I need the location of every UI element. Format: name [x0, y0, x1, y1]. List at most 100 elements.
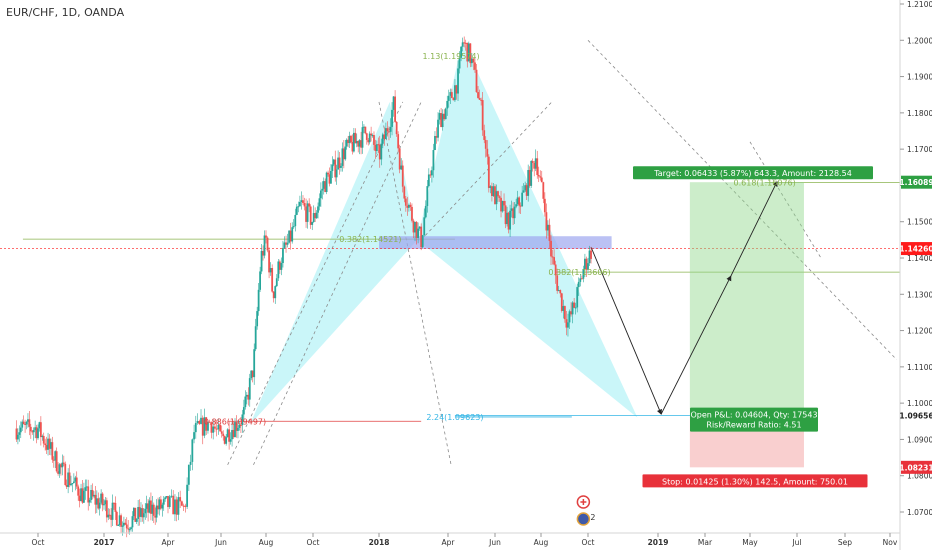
candle-body: [398, 148, 401, 170]
candle-body: [200, 417, 202, 424]
entry-price-tag[interactable]: 1.09656: [899, 409, 932, 423]
open-pl-box[interactable]: Open P&L: 0.04604, Qty: 17543Risk/Reward…: [690, 407, 818, 432]
candle-body: [110, 515, 113, 520]
candle-body: [455, 85, 458, 94]
candle-body: [432, 150, 435, 171]
candle-body: [443, 113, 446, 120]
candle-body: [454, 85, 456, 101]
candle-body: [324, 181, 327, 192]
candle-body: [391, 109, 393, 127]
price-tick-label: 1.21000: [907, 0, 932, 9]
candle-body: [54, 451, 57, 461]
price-axis[interactable]: 1.07000 1.08000 1.09000 1.10000 1.11000 1.120…: [899, 0, 932, 550]
candle-body: [518, 197, 521, 206]
candle-body: [97, 498, 100, 509]
candle-body: [248, 378, 251, 400]
candle-body: [461, 42, 464, 47]
candle-body: [498, 196, 501, 198]
candle-body: [115, 511, 118, 526]
candle-body: [232, 429, 235, 438]
alert-event-icon[interactable]: [576, 495, 591, 509]
candle-body: [29, 426, 32, 432]
candle-body: [557, 290, 560, 292]
candle-body: [62, 462, 65, 464]
target-price-tag[interactable]: 1.16089: [899, 175, 932, 189]
candle-body: [487, 156, 490, 188]
candle-body: [567, 322, 569, 328]
candle-body: [34, 427, 37, 431]
candle-body: [94, 494, 97, 505]
candle-body: [528, 170, 531, 186]
stop-label[interactable]: Stop: 0.01425 (1.30%) 142.5, Amount: 750…: [642, 474, 868, 488]
candle-body: [19, 427, 22, 433]
candle-body: [247, 394, 250, 400]
candle-body: [545, 212, 548, 231]
candle-body: [64, 463, 67, 486]
candle-body: [235, 422, 238, 431]
candle-body: [562, 306, 565, 311]
entry-price-tag-text: 1.09656: [899, 412, 932, 421]
candle-body: [55, 451, 58, 472]
candle-body: [438, 113, 441, 120]
candle-body: [285, 242, 287, 245]
candle-body: [165, 496, 168, 498]
profit-zone[interactable]: [689, 182, 804, 416]
time-tick-label: Jun: [214, 538, 227, 547]
candle-body: [240, 425, 242, 427]
candle-body: [219, 424, 222, 432]
resistance-zone[interactable]: [379, 236, 612, 249]
candle-body: [291, 227, 294, 242]
candle-body: [361, 127, 364, 148]
candle-body: [308, 203, 311, 207]
candle-body: [573, 302, 576, 308]
price-tick-label: 1.09000: [907, 435, 932, 444]
candle-body: [392, 96, 395, 110]
last-price-tag[interactable]: 1.14260: [899, 242, 932, 256]
candle-body: [27, 419, 29, 422]
candle-body: [383, 134, 386, 139]
candle-body: [412, 220, 415, 233]
event-count-badge: 2: [590, 513, 595, 522]
candle-body: [175, 499, 178, 515]
candle-body: [39, 422, 42, 438]
candle-body: [260, 250, 263, 272]
candle-body: [360, 140, 362, 148]
candle-body: [17, 434, 19, 440]
candle-body: [231, 429, 233, 440]
stop-price-tag-bg: [901, 460, 932, 474]
candle-body: [401, 165, 404, 187]
candle-body: [250, 370, 253, 379]
candle-body: [373, 135, 375, 145]
candle-body: [21, 421, 24, 428]
candle-body: [225, 437, 228, 444]
candle-body: [321, 188, 324, 191]
candle-body: [480, 99, 483, 101]
candle-body: [187, 464, 190, 485]
candle-body: [554, 264, 557, 276]
candle-body: [125, 524, 128, 529]
candle-body: [41, 435, 44, 438]
target-label[interactable]: Target: 0.06433 (5.87%) 643.3, Amount: 2…: [633, 166, 873, 180]
candle-body: [415, 221, 418, 238]
candle-body: [500, 197, 502, 212]
candle-body: [201, 417, 204, 436]
candle-body: [42, 435, 45, 444]
candle-body: [228, 429, 231, 442]
candle-body: [289, 230, 292, 242]
candle-body: [421, 235, 424, 248]
fib-ratio-label: 0.886(1.09497): [204, 417, 266, 426]
candle-body: [262, 250, 264, 256]
price-tick-label: 1.11000: [907, 363, 932, 372]
time-axis[interactable]: Oct 2017 Apr Jun Aug Oct 2018 Apr Jun Aug Oct 2019 M…: [0, 532, 900, 547]
candle-body: [510, 208, 513, 211]
candle-body: [335, 169, 338, 178]
candle-body: [469, 43, 472, 64]
news-event-icon[interactable]: 2: [576, 512, 595, 526]
candle-body: [167, 496, 169, 507]
stop-price-tag[interactable]: 1.08231: [899, 460, 932, 474]
candle-body: [587, 263, 589, 270]
candle-body: [154, 515, 157, 518]
candle-body: [377, 144, 380, 146]
projection-arrow: [660, 275, 732, 415]
